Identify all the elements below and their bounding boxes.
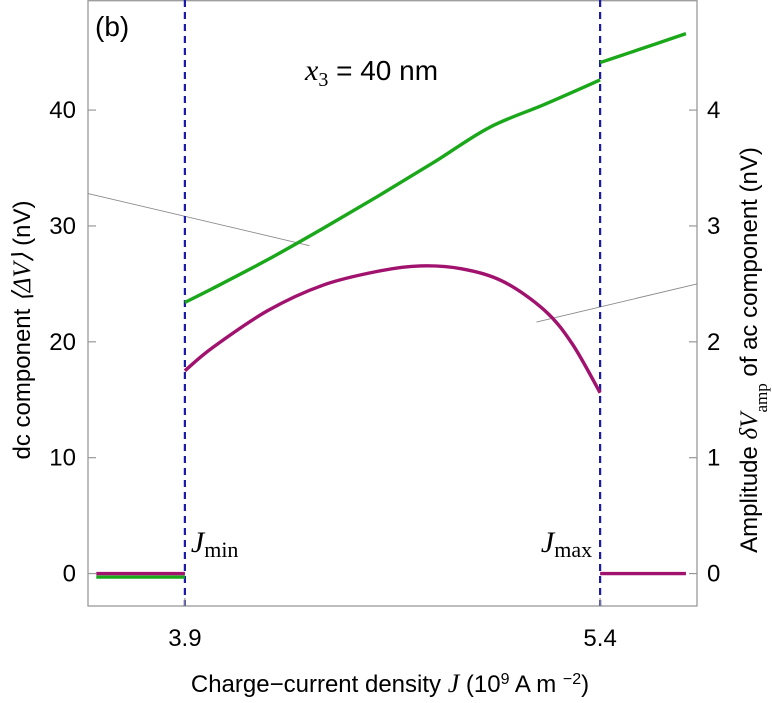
x-axis-label-unit-mid: A m [510,671,563,698]
x-axis-label-text: Charge−current density [191,671,448,698]
pointer-line [87,193,310,247]
annotation-x3: x3 = 40 nm [304,54,438,91]
annotation-sub: 3 [318,69,328,91]
y-left-tick-label: 40 [49,97,76,124]
y-right-tick-label: 0 [707,561,720,588]
y-right-tick-label: 4 [707,97,720,124]
series-ac-segment-1 [183,264,602,394]
y-left-tick-label: 20 [49,329,76,356]
y-axis-left-label: dc component ⟨ΔV⟩ (nV) [9,201,36,460]
y-axis-right-label: Amplitude δVamp of ac component (nV) [736,147,771,553]
y-axis-left-label-text: dc component [9,302,36,459]
x-axis-label-var: J [448,669,461,698]
y-axis-right-label-rest: of ac component (nV) [736,147,763,383]
x-tick-label: 3.9 [168,625,201,652]
x-axis-label: Charge−current density J (109 A m −2) [191,669,589,698]
y-right-tick-label: 3 [707,213,720,240]
annotation-var: x [304,54,319,87]
series-dc-segment-1 [184,78,601,304]
x-axis-label-exp: 9 [501,671,510,688]
y-left-tick-label: 30 [49,213,76,240]
x-axis-label-exp2: −2 [563,671,581,688]
y-left-tick-label: 10 [49,445,76,472]
panel-label: (b) [95,11,129,42]
y-left-tick-label: 0 [63,561,76,588]
annotation-value: = 40 nm [328,55,438,86]
y-axis-right-label-text: Amplitude [736,439,763,552]
series-dc-segment-2 [599,31,687,65]
y-right-tick-label: 1 [707,445,720,472]
y-axis-right-label-sub: amp [752,383,771,412]
x-tick-label: 5.4 [583,625,616,652]
x-axis-label-unit-close: ) [581,671,589,698]
y-axis-left-label-math: ⟨ΔV⟩ [9,252,36,302]
x-axis-label-unit-open: (10 [459,671,500,698]
y-axis-right-label-math: δV [736,410,763,440]
y-right-tick-label: 2 [707,329,720,356]
plot-frame [87,0,698,607]
vline-label-max: Jmax [541,526,592,562]
y-axis-left-label-unit: (nV) [9,201,36,253]
pointer-line [536,283,698,323]
vline-label-min: Jmin [191,526,239,562]
